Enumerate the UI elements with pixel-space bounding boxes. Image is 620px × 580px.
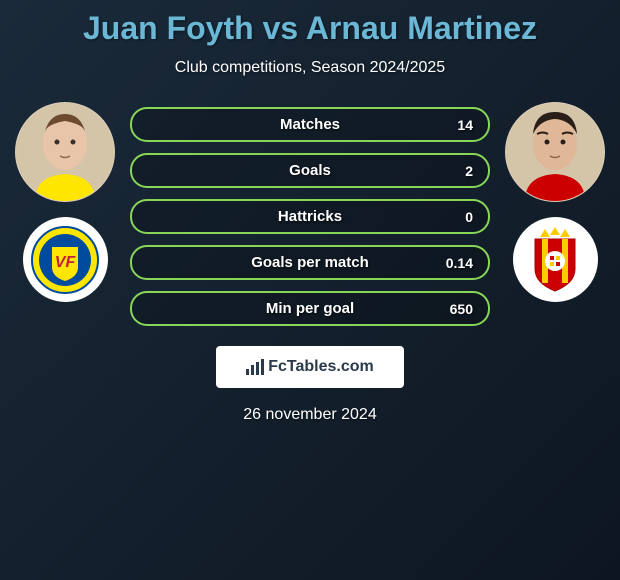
player-left-icon <box>20 106 110 201</box>
player-right-avatar <box>505 102 605 202</box>
badge-text: FcTables.com <box>268 358 374 375</box>
stat-value: 650 <box>450 301 473 317</box>
stat-row: Hattricks 0 <box>130 199 490 234</box>
stat-value: 2 <box>465 163 473 179</box>
club-logo-right <box>513 217 598 302</box>
date-text: 26 november 2024 <box>0 406 620 424</box>
stats-container: Matches 14 Goals 2 Hattricks 0 Goals per… <box>120 102 500 326</box>
stat-value: 0.14 <box>446 255 473 271</box>
club-logo-left: VF <box>23 217 108 302</box>
player-right-icon <box>510 106 600 201</box>
subtitle: Club competitions, Season 2024/2025 <box>0 59 620 77</box>
content-area: VF Matches 14 Goals 2 Hattricks 0 Goals … <box>0 102 620 326</box>
right-column <box>500 102 610 302</box>
left-column: VF <box>10 102 120 302</box>
player-left-avatar <box>15 102 115 202</box>
stat-value: 0 <box>465 209 473 225</box>
page-title: Juan Foyth vs Arnau Martinez <box>0 0 620 47</box>
footer: FcTables.com 26 november 2024 <box>0 346 620 424</box>
stat-label: Goals per match <box>132 254 488 271</box>
stat-label: Goals <box>132 162 488 179</box>
stat-value: 14 <box>457 117 473 133</box>
girona-logo-icon <box>520 225 590 295</box>
stat-label: Matches <box>132 116 488 133</box>
stat-label: Min per goal <box>132 300 488 317</box>
stat-row: Matches 14 <box>130 107 490 142</box>
stat-row: Goals per match 0.14 <box>130 245 490 280</box>
stat-row: Goals 2 <box>130 153 490 188</box>
stat-row: Min per goal 650 <box>130 291 490 326</box>
fctables-badge: FcTables.com <box>216 346 404 388</box>
villarreal-logo-icon: VF <box>30 225 100 295</box>
chart-icon <box>246 359 264 375</box>
svg-text:VF: VF <box>55 254 77 271</box>
stat-label: Hattricks <box>132 208 488 225</box>
